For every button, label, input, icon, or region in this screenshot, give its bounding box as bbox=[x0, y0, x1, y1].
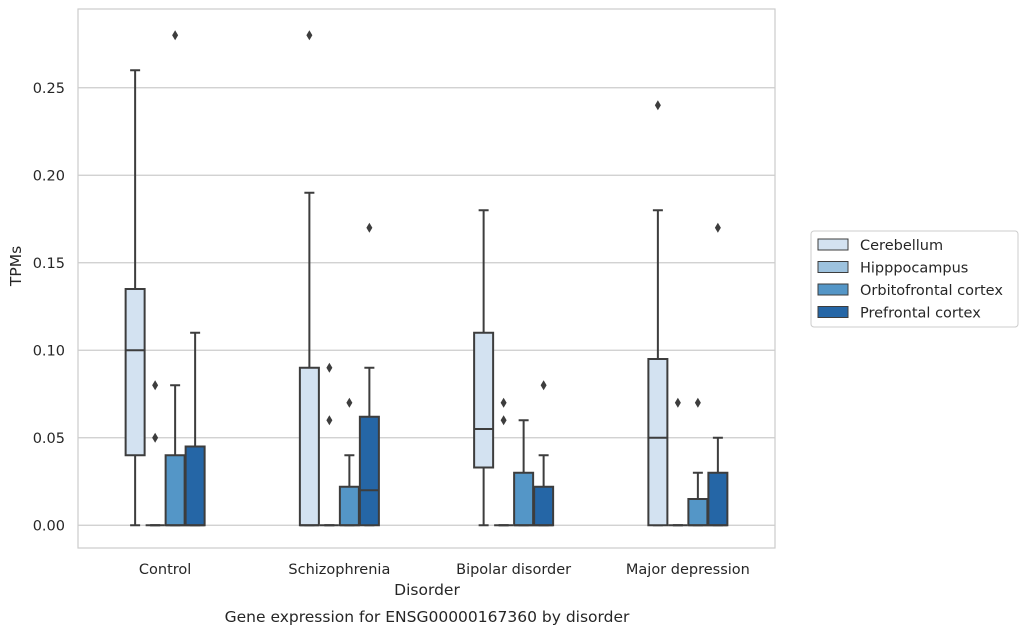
box-body bbox=[184, 445, 206, 527]
x-tick-label: Bipolar disorder bbox=[456, 562, 571, 578]
legend-swatch bbox=[817, 283, 849, 296]
outlier-point bbox=[306, 30, 313, 41]
y-tick-label: 0.25 bbox=[33, 81, 65, 97]
outlier-point bbox=[152, 380, 159, 391]
box-body bbox=[298, 366, 320, 527]
box-3-1 bbox=[668, 397, 688, 527]
y-axis-title: TPMs bbox=[7, 246, 25, 287]
chart-caption: Gene expression for ENSG00000167360 by d… bbox=[225, 608, 630, 626]
box-3-3 bbox=[707, 222, 729, 527]
x-axis-title: Disorder bbox=[394, 581, 460, 599]
box-1-3 bbox=[358, 222, 380, 527]
box-0-0 bbox=[124, 69, 146, 527]
box-body bbox=[473, 331, 495, 469]
outlier-point bbox=[326, 415, 333, 426]
outlier-point bbox=[694, 397, 701, 408]
x-tick-label: Control bbox=[139, 562, 191, 578]
box-body bbox=[687, 498, 709, 527]
outlier-point bbox=[172, 30, 179, 41]
y-tick-label: 0.15 bbox=[33, 256, 65, 272]
x-tick-label: Major depression bbox=[626, 562, 750, 578]
outlier-point bbox=[366, 222, 373, 233]
legend-label: Orbitofrontal cortex bbox=[860, 283, 1003, 299]
y-tick-label: 0.20 bbox=[33, 168, 65, 184]
outlier-point bbox=[346, 397, 353, 408]
box-2-1 bbox=[494, 397, 514, 527]
outlier-point bbox=[540, 380, 547, 391]
box-body bbox=[533, 485, 555, 527]
legend-swatch bbox=[817, 261, 849, 273]
y-tick-label: 0.10 bbox=[33, 343, 65, 359]
box-body bbox=[358, 415, 380, 527]
legend-swatch bbox=[817, 306, 849, 318]
box-0-1 bbox=[145, 380, 165, 527]
box-body bbox=[124, 288, 146, 457]
outlier-point bbox=[326, 362, 333, 373]
outlier-point bbox=[500, 415, 507, 426]
box-1-0 bbox=[298, 30, 320, 527]
x-tick-label: Schizophrenia bbox=[288, 562, 390, 578]
outlier-point bbox=[674, 397, 681, 408]
outlier-point bbox=[714, 222, 721, 233]
box-body bbox=[338, 485, 360, 527]
box-body bbox=[513, 471, 535, 527]
box-0-3 bbox=[184, 331, 206, 527]
box-0-2 bbox=[164, 30, 186, 527]
box-2-0 bbox=[473, 209, 495, 527]
box-2-3 bbox=[533, 380, 555, 527]
box-1-1 bbox=[319, 362, 339, 527]
legend-swatch bbox=[817, 238, 849, 251]
legend-label: Cerebellum bbox=[860, 238, 943, 254]
x-tick-labels: Control Schizophrenia Bipolar disorder Majo… bbox=[139, 562, 750, 578]
outlier-point bbox=[500, 397, 507, 408]
y-tick-label: 0.00 bbox=[33, 518, 65, 534]
legend-label: Hipppocampus bbox=[860, 261, 968, 277]
box-3-0 bbox=[647, 100, 669, 527]
box-body bbox=[647, 358, 669, 527]
box-body bbox=[164, 454, 186, 527]
outlier-point bbox=[152, 432, 159, 443]
y-tick-labels: 0.00 0.05 0.10 0.15 0.20 0.25 bbox=[33, 81, 65, 535]
y-tick-label: 0.05 bbox=[33, 431, 65, 447]
legend: Cerebellum Hipppocampus Orbitofrontal cort… bbox=[810, 230, 1019, 328]
legend-frame bbox=[810, 230, 1019, 328]
legend-label: Prefrontal cortex bbox=[860, 306, 981, 322]
outlier-point bbox=[654, 100, 661, 111]
box-plots bbox=[124, 30, 729, 527]
box-body bbox=[707, 471, 729, 527]
